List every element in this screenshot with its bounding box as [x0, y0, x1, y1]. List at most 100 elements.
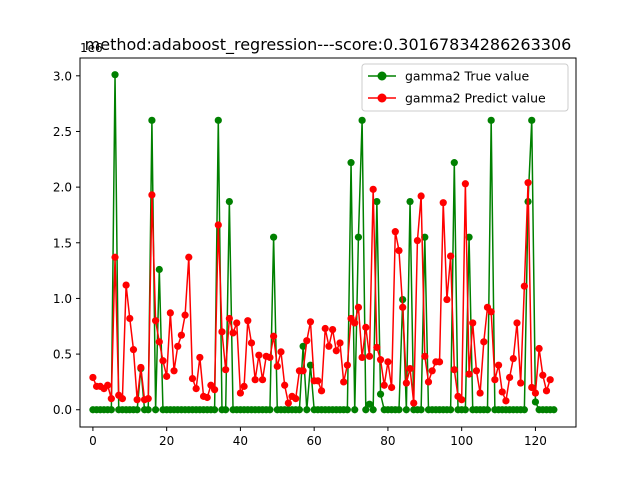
data-point-predict-value	[340, 378, 348, 386]
data-point-predict-value	[461, 180, 469, 188]
y-tick-label: 1.0	[53, 292, 72, 306]
data-point-predict-value	[273, 362, 281, 370]
data-point-predict-value	[406, 364, 414, 373]
legend-marker-predict	[377, 93, 387, 103]
data-point-predict-value	[465, 370, 473, 378]
data-point-predict-value	[388, 383, 396, 392]
data-point-true-value	[347, 159, 355, 167]
data-point-predict-value	[258, 376, 267, 384]
data-point-predict-value	[177, 331, 186, 339]
chart-title: method:adaboost_regression---score:0.301…	[85, 35, 572, 55]
data-point-predict-value	[428, 367, 436, 375]
data-point-predict-value	[336, 339, 344, 347]
data-point-true-value	[402, 406, 410, 414]
data-point-true-value	[550, 406, 558, 414]
data-point-predict-value	[89, 373, 97, 382]
data-point-true-value	[107, 406, 115, 414]
data-point-predict-value	[439, 199, 447, 207]
data-point-predict-value	[306, 318, 315, 326]
y-tick-label: 3.0	[53, 69, 72, 83]
data-point-predict-value	[502, 397, 510, 405]
data-point-predict-value	[251, 376, 259, 384]
data-point-predict-value	[509, 354, 517, 363]
data-point-predict-value	[185, 253, 193, 261]
data-point-true-value	[295, 406, 304, 414]
x-tick-label: 60	[307, 434, 322, 448]
data-point-predict-value	[458, 396, 466, 404]
data-point-true-value	[376, 390, 385, 398]
data-point-true-value	[421, 233, 429, 241]
data-point-predict-value	[129, 346, 138, 354]
data-point-true-value	[144, 406, 152, 414]
data-point-predict-value	[152, 317, 160, 325]
data-point-true-value	[365, 400, 374, 408]
y-axis: 0.0 0.5 1.0 1.5 2.0 2.5 3.0	[53, 69, 80, 417]
data-point-predict-value	[494, 361, 503, 369]
y-tick-label: 0.5	[53, 348, 72, 362]
data-point-predict-value	[528, 383, 536, 392]
data-point-predict-value	[236, 389, 245, 397]
data-point-predict-value	[435, 358, 444, 366]
data-point-true-value	[152, 406, 160, 414]
data-point-predict-value	[148, 191, 156, 199]
legend-label-predict: gamma2 Predict value	[405, 91, 546, 106]
y-tick-label: 2.0	[53, 181, 72, 195]
data-point-predict-value	[332, 347, 340, 355]
data-point-predict-value	[354, 303, 363, 311]
data-point-predict-value	[520, 282, 528, 290]
data-point-predict-value	[358, 353, 366, 362]
data-point-predict-value	[373, 343, 381, 352]
data-point-predict-value	[531, 389, 540, 397]
data-point-predict-value	[211, 386, 219, 394]
legend-marker-true	[377, 71, 387, 81]
data-point-predict-value	[107, 395, 115, 403]
data-point-predict-value	[203, 393, 211, 402]
data-point-predict-value	[181, 311, 189, 319]
data-point-predict-value	[144, 395, 152, 403]
data-point-true-value	[369, 406, 377, 414]
data-point-predict-value	[299, 367, 307, 375]
data-point-predict-value	[421, 352, 429, 360]
data-point-predict-value	[476, 389, 484, 397]
data-point-predict-value	[369, 185, 377, 193]
data-point-true-value	[303, 406, 311, 414]
data-point-true-value	[343, 406, 351, 414]
data-point-predict-value	[174, 342, 182, 350]
data-point-predict-value	[498, 388, 506, 396]
data-point-predict-value	[447, 252, 455, 260]
data-point-predict-value	[321, 324, 329, 333]
x-tick-label: 100	[450, 434, 473, 448]
data-point-predict-value	[399, 303, 407, 311]
data-point-true-value	[133, 406, 141, 414]
data-point-true-value	[483, 406, 492, 414]
data-point-predict-value	[413, 236, 422, 245]
data-point-predict-value	[225, 314, 233, 323]
data-point-true-value	[465, 233, 473, 241]
data-point-predict-value	[343, 361, 351, 369]
data-point-predict-value	[424, 378, 433, 386]
data-point-true-value	[299, 342, 307, 350]
data-point-predict-value	[159, 357, 167, 365]
data-point-predict-value	[410, 399, 418, 407]
data-point-predict-value	[188, 374, 197, 383]
data-point-true-value	[111, 71, 119, 79]
data-point-predict-value	[196, 353, 204, 362]
data-point-true-value	[225, 197, 233, 206]
data-point-predict-value	[472, 367, 481, 375]
data-point-predict-value	[443, 295, 451, 304]
x-tick-label: 120	[524, 434, 547, 448]
data-point-predict-value	[277, 348, 285, 356]
data-point-predict-value	[214, 221, 222, 229]
data-point-true-value	[447, 406, 455, 414]
data-point-predict-value	[266, 353, 274, 362]
plot-area	[89, 71, 558, 414]
data-point-true-value	[362, 406, 370, 414]
y-axis-offset-label: 1e6	[80, 41, 103, 55]
data-point-predict-value	[281, 381, 289, 389]
data-point-predict-value	[244, 317, 252, 325]
y-tick-label: 2.5	[53, 125, 72, 139]
data-point-true-value	[351, 406, 359, 414]
data-point-true-value	[531, 398, 540, 406]
